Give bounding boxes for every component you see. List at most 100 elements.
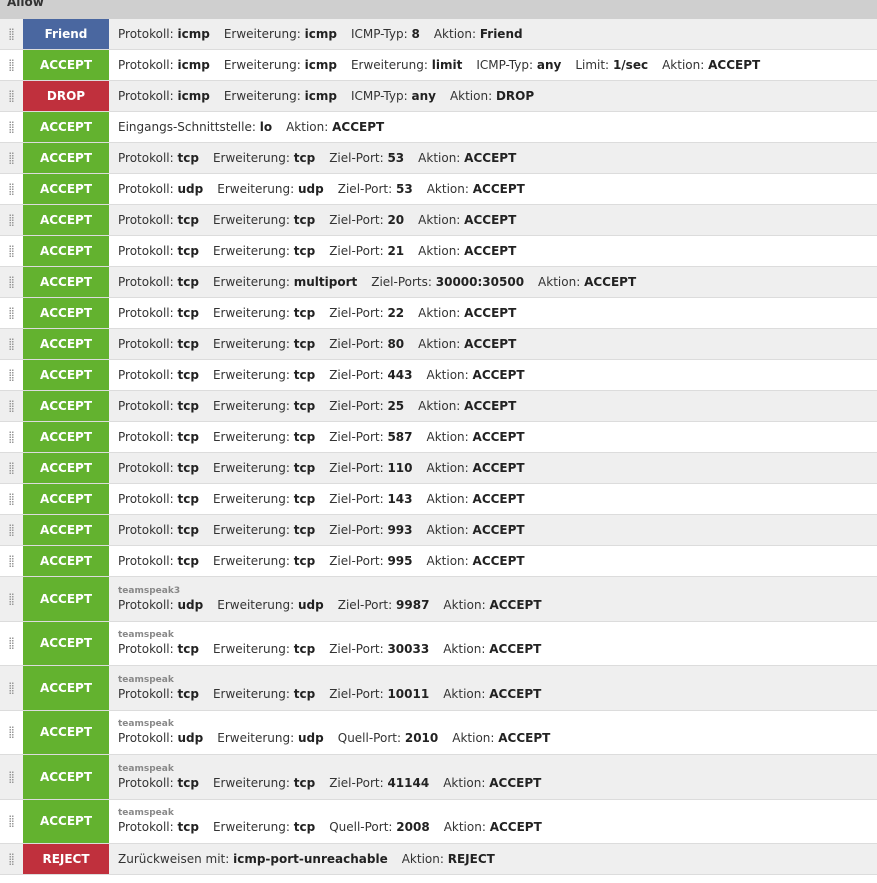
target-badge[interactable]: ACCEPT (23, 391, 109, 421)
drag-handle-icon[interactable] (0, 422, 23, 452)
rule-field: Protokoll: tcp (118, 368, 199, 382)
drag-handle-icon[interactable] (0, 19, 23, 49)
rule-row[interactable]: ACCEPT Eingangs-Schnittstelle: lo Aktion:… (0, 112, 877, 143)
rule-row[interactable]: ACCEPT Protokoll: tcp Erweiterung: tcp Zie… (0, 515, 877, 546)
drag-handle-icon[interactable] (0, 298, 23, 328)
rule-row[interactable]: ACCEPT teamspeak Protokoll: tcp Erweiterun… (0, 666, 877, 711)
target-badge[interactable]: ACCEPT (23, 422, 109, 452)
drag-handle-icon[interactable] (0, 711, 23, 755)
field-label: Aktion: (426, 554, 469, 568)
drag-handle-icon[interactable] (0, 360, 23, 390)
target-badge[interactable]: ACCEPT (23, 453, 109, 483)
drag-handle-icon[interactable] (0, 800, 23, 844)
field-label: Limit: (575, 58, 610, 72)
target-badge[interactable]: ACCEPT (23, 267, 109, 297)
target-badge[interactable]: REJECT (23, 844, 109, 874)
drag-handle-icon[interactable] (0, 577, 23, 621)
rule-row[interactable]: ACCEPT Protokoll: udp Erweiterung: udp Zie… (0, 174, 877, 205)
target-badge[interactable]: ACCEPT (23, 484, 109, 514)
field-value: limit (431, 58, 463, 72)
drag-handle-icon[interactable] (0, 205, 23, 235)
field-value: icmp (304, 58, 337, 72)
rule-row[interactable]: ACCEPT teamspeak Protokoll: udp Erweiterun… (0, 710, 877, 755)
field-label: Aktion: (418, 337, 461, 351)
field-label: Erweiterung: (212, 275, 290, 289)
target-badge[interactable]: ACCEPT (23, 112, 109, 142)
field-value: 993 (387, 523, 413, 537)
drag-handle-icon[interactable] (0, 666, 23, 710)
rule-row[interactable]: Friend Protokoll: icmp Erweiterung: icmp I… (0, 19, 877, 50)
target-badge[interactable]: ACCEPT (23, 174, 109, 204)
target-badge[interactable]: ACCEPT (23, 666, 109, 710)
target-badge[interactable]: ACCEPT (23, 205, 109, 235)
field-label: Erweiterung: (223, 89, 301, 103)
rule-field: Erweiterung: udp (217, 598, 324, 612)
target-badge[interactable]: ACCEPT (23, 621, 109, 665)
rule-row[interactable]: ACCEPT Protokoll: tcp Erweiterung: tcp Zie… (0, 453, 877, 484)
field-label: Erweiterung: (212, 523, 290, 537)
field-value: any (411, 89, 436, 103)
field-value: tcp (177, 820, 199, 835)
rule-row[interactable]: ACCEPT teamspeak Protokoll: tcp Erweiterun… (0, 755, 877, 800)
target-badge[interactable]: ACCEPT (23, 298, 109, 328)
field-value: 2010 (404, 731, 439, 746)
rule-row[interactable]: ACCEPT Protokoll: tcp Erweiterung: tcp Zie… (0, 236, 877, 267)
rule-row[interactable]: ACCEPT Protokoll: tcp Erweiterung: tcp Zie… (0, 143, 877, 174)
target-badge[interactable]: ACCEPT (23, 710, 109, 754)
rule-row[interactable]: ACCEPT Protokoll: tcp Erweiterung: tcp Zie… (0, 360, 877, 391)
rule-row[interactable]: ACCEPT teamspeak3 Protokoll: udp Erweiteru… (0, 577, 877, 622)
rule-comment: teamspeak (118, 808, 174, 819)
drag-handle-icon[interactable] (0, 391, 23, 421)
rule-row[interactable]: ACCEPT Protokoll: tcp Erweiterung: tcp Zie… (0, 205, 877, 236)
drag-handle-icon[interactable] (0, 453, 23, 483)
target-badge[interactable]: ACCEPT (23, 329, 109, 359)
rule-row[interactable]: DROP Protokoll: icmp Erweiterung: icmp ICM… (0, 81, 877, 112)
target-badge[interactable]: ACCEPT (23, 577, 109, 621)
target-badge[interactable]: ACCEPT (23, 755, 109, 799)
rule-field: Protokoll: icmp (118, 58, 210, 72)
field-label: Erweiterung: (212, 820, 290, 835)
rule-row[interactable]: REJECT Zurückweisen mit: icmp-port-unrea… (0, 844, 877, 875)
target-badge[interactable]: ACCEPT (23, 236, 109, 266)
target-badge[interactable]: ACCEPT (23, 360, 109, 390)
rule-row[interactable]: ACCEPT Protokoll: tcp Erweiterung: multip… (0, 267, 877, 298)
target-badge[interactable]: ACCEPT (23, 143, 109, 173)
rule-field: Aktion: ACCEPT (444, 820, 542, 834)
rule-row[interactable]: ACCEPT teamspeak Protokoll: tcp Erweiterun… (0, 799, 877, 844)
drag-handle-icon[interactable] (0, 112, 23, 142)
field-value: 110 (387, 461, 413, 475)
rule-field: Erweiterung: tcp (213, 368, 315, 382)
drag-handle-icon[interactable] (0, 484, 23, 514)
target-badge[interactable]: ACCEPT (23, 515, 109, 545)
drag-handle-icon[interactable] (0, 236, 23, 266)
rule-row[interactable]: ACCEPT Protokoll: tcp Erweiterung: tcp Zie… (0, 391, 877, 422)
target-badge[interactable]: ACCEPT (23, 50, 109, 80)
rule-row[interactable]: ACCEPT teamspeak Protokoll: tcp Erweiterun… (0, 621, 877, 666)
drag-handle-icon[interactable] (0, 844, 23, 874)
rule-row[interactable]: ACCEPT Protokoll: tcp Erweiterung: tcp Zie… (0, 298, 877, 329)
target-badge[interactable]: ACCEPT (23, 546, 109, 576)
rule-field: Ziel-Port: 443 (329, 368, 412, 382)
drag-handle-icon[interactable] (0, 50, 23, 80)
field-value: tcp (293, 399, 316, 413)
rule-row[interactable]: ACCEPT Protokoll: icmp Erweiterung: icmp E… (0, 50, 877, 81)
drag-handle-icon[interactable] (0, 755, 23, 799)
drag-handle-icon[interactable] (0, 174, 23, 204)
rule-row[interactable]: ACCEPT Protokoll: tcp Erweiterung: tcp Zie… (0, 329, 877, 360)
rule-row[interactable]: ACCEPT Protokoll: tcp Erweiterung: tcp Zie… (0, 484, 877, 515)
target-badge[interactable]: Friend (23, 19, 109, 49)
rule-field: Erweiterung: tcp (213, 213, 315, 227)
field-value: tcp (177, 686, 199, 701)
drag-handle-icon[interactable] (0, 515, 23, 545)
rule-row[interactable]: ACCEPT Protokoll: tcp Erweiterung: tcp Zie… (0, 422, 877, 453)
drag-handle-icon[interactable] (0, 143, 23, 173)
drag-handle-icon[interactable] (0, 329, 23, 359)
drag-handle-icon[interactable] (0, 267, 23, 297)
field-label: Aktion: (443, 820, 486, 835)
rule-row[interactable]: ACCEPT Protokoll: tcp Erweiterung: tcp Zie… (0, 546, 877, 577)
drag-handle-icon[interactable] (0, 81, 23, 111)
target-badge[interactable]: DROP (23, 81, 109, 111)
drag-handle-icon[interactable] (0, 622, 23, 666)
drag-handle-icon[interactable] (0, 546, 23, 576)
target-badge[interactable]: ACCEPT (23, 799, 109, 843)
